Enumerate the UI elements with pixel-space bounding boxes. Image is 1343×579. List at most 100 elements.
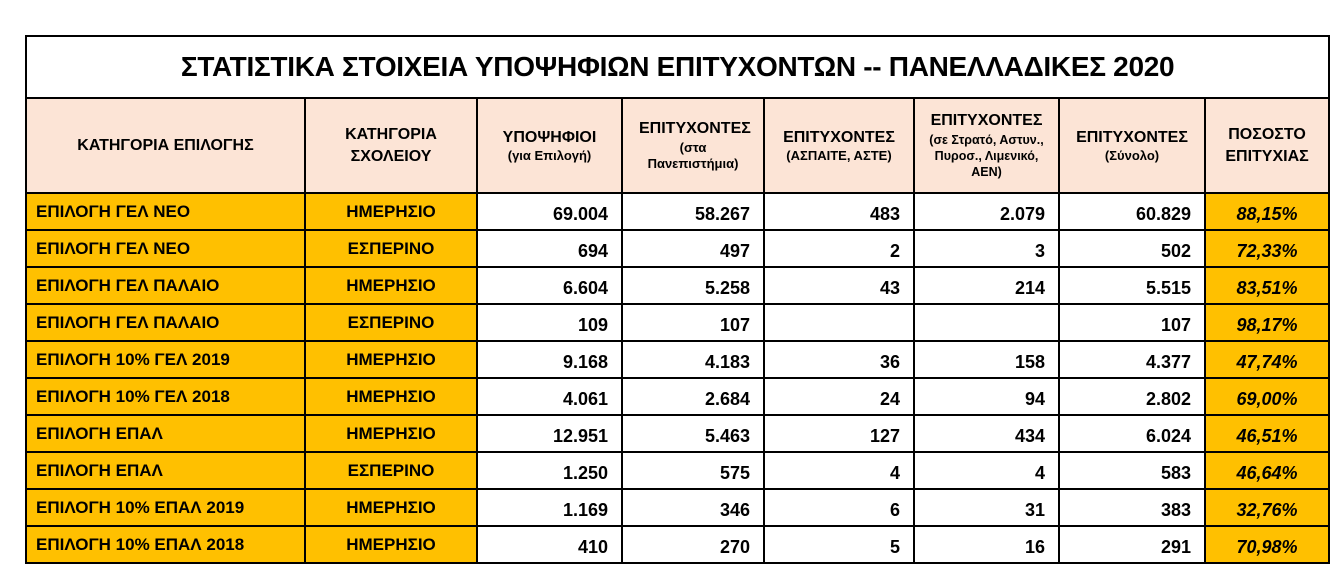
category-cell: ΕΠΙΛΟΓΗ ΓΕΛ ΠΑΛΑΙΟ	[25, 266, 306, 305]
passed-military-cell: 434	[913, 414, 1060, 453]
school-cell: ΗΜΕΡΗΣΙΟ	[304, 414, 478, 453]
passed-total-cell: 6.024	[1058, 414, 1206, 453]
candidates-cell: 12.951	[476, 414, 623, 453]
passed-total-cell: 107	[1058, 303, 1206, 342]
col-header-label: ΚΑΤΗΓΟΡΙΑ ΕΠΙΛΟΓΗΣ	[77, 136, 254, 154]
candidates-cell: 6.604	[476, 266, 623, 305]
title-row: ΣΤΑΤΙΣΤΙΚΑ ΣΤΟΙΧΕΙΑ ΥΠΟΨΗΦΙΩΝ ΕΠΙΤΥΧΟΝΤΩ…	[24, 35, 1331, 99]
col-header-label: ΕΠΙΤΥΧΟΝΤΕΣ	[930, 112, 1043, 130]
passed-military-cell: 94	[913, 377, 1060, 416]
school-cell: ΗΜΕΡΗΣΙΟ	[304, 266, 478, 305]
candidates-cell: 69.004	[476, 192, 623, 231]
candidates-cell: 694	[476, 229, 623, 268]
success-rate-cell: 70,98%	[1203, 525, 1331, 564]
col-header-success-rate: ΠΟΣΟΣΤΟ ΕΠΙΤΥΧΙΑΣ	[1203, 97, 1331, 194]
school-cell: ΕΣΠΕΡΙΝΟ	[304, 303, 478, 342]
table-row: ΕΠΙΛΟΓΗ ΕΠΑΛ ΕΣΠΕΡΙΝΟ 1.250 575 4 4 583 …	[25, 451, 1331, 490]
col-header-label: ΕΠΙΤΥΧΟΝΤΕΣ	[639, 120, 751, 138]
passed-military-cell: 4	[913, 451, 1060, 490]
table-row: ΕΠΙΛΟΓΗ ΕΠΑΛ ΗΜΕΡΗΣΙΟ 12.951 5.463 127 4…	[25, 414, 1331, 453]
passed-total-cell: 383	[1058, 488, 1206, 527]
success-rate-cell: 47,74%	[1203, 340, 1331, 379]
table-row: ΕΠΙΛΟΓΗ ΓΕΛ ΠΑΛΑΙΟ ΗΜΕΡΗΣΙΟ 6.604 5.258 …	[25, 266, 1331, 305]
passed-aspaite-cell: 36	[763, 340, 915, 379]
school-cell: ΗΜΕΡΗΣΙΟ	[304, 488, 478, 527]
table-row: ΕΠΙΛΟΓΗ 10% ΕΠΑΛ 2019 ΗΜΕΡΗΣΙΟ 1.169 346…	[25, 488, 1331, 527]
category-cell: ΕΠΙΛΟΓΗ 10% ΓΕΛ 2018	[25, 377, 306, 416]
passed-universities-cell: 58.267	[621, 192, 765, 231]
passed-universities-cell: 497	[621, 229, 765, 268]
table-row: ΕΠΙΛΟΓΗ ΓΕΛ ΝΕΟ ΗΜΕΡΗΣΙΟ 69.004 58.267 4…	[25, 192, 1331, 231]
statistics-table-container: ΣΤΑΤΙΣΤΙΚΑ ΣΤΟΙΧΕΙΑ ΥΠΟΨΗΦΙΩΝ ΕΠΙΤΥΧΟΝΤΩ…	[24, 35, 1331, 564]
table-row: ΕΠΙΛΟΓΗ 10% ΓΕΛ 2018 ΗΜΕΡΗΣΙΟ 4.061 2.68…	[25, 377, 1331, 416]
col-header-label: ΠΟΣΟΣΤΟ ΕΠΙΤΥΧΙΑΣ	[1225, 125, 1309, 165]
passed-aspaite-cell: 5	[763, 525, 915, 564]
candidates-cell: 4.061	[476, 377, 623, 416]
passed-aspaite-cell	[763, 303, 915, 342]
success-rate-cell: 88,15%	[1203, 192, 1331, 231]
table-row: ΕΠΙΛΟΓΗ 10% ΕΠΑΛ 2018 ΗΜΕΡΗΣΙΟ 410 270 5…	[25, 525, 1331, 564]
passed-aspaite-cell: 43	[763, 266, 915, 305]
school-cell: ΗΜΕΡΗΣΙΟ	[304, 525, 478, 564]
school-cell: ΗΜΕΡΗΣΙΟ	[304, 340, 478, 379]
passed-military-cell: 3	[913, 229, 1060, 268]
col-header-sublabel: (ΑΣΠΑΙΤΕ, ΑΣΤΕ)	[786, 148, 892, 164]
passed-military-cell: 31	[913, 488, 1060, 527]
success-rate-cell: 46,51%	[1203, 414, 1331, 453]
category-cell: ΕΠΙΛΟΓΗ ΓΕΛ ΝΕΟ	[25, 192, 306, 231]
candidates-cell: 9.168	[476, 340, 623, 379]
passed-military-cell: 214	[913, 266, 1060, 305]
school-cell: ΕΣΠΕΡΙΝΟ	[304, 451, 478, 490]
passed-total-cell: 4.377	[1058, 340, 1206, 379]
category-cell: ΕΠΙΛΟΓΗ ΕΠΑΛ	[25, 451, 306, 490]
passed-military-cell	[913, 303, 1060, 342]
passed-universities-cell: 270	[621, 525, 765, 564]
table-row: ΕΠΙΛΟΓΗ ΓΕΛ ΝΕΟ ΕΣΠΕΡΙΝΟ 694 497 2 3 502…	[25, 229, 1331, 268]
success-rate-cell: 98,17%	[1203, 303, 1331, 342]
category-cell: ΕΠΙΛΟΓΗ ΓΕΛ ΠΑΛΑΙΟ	[25, 303, 306, 342]
category-cell: ΕΠΙΛΟΓΗ ΓΕΛ ΝΕΟ	[25, 229, 306, 268]
success-rate-cell: 32,76%	[1203, 488, 1331, 527]
col-header-passed-aspaite-aste: ΕΠΙΤΥΧΟΝΤΕΣ (ΑΣΠΑΙΤΕ, ΑΣΤΕ)	[763, 97, 915, 194]
category-cell: ΕΠΙΛΟΓΗ 10% ΕΠΑΛ 2018	[25, 525, 306, 564]
category-cell: ΕΠΙΛΟΓΗ 10% ΓΕΛ 2019	[25, 340, 306, 379]
col-header-label: ΕΠΙΤΥΧΟΝΤΕΣ	[783, 128, 895, 146]
school-cell: ΕΣΠΕΡΙΝΟ	[304, 229, 478, 268]
success-rate-cell: 72,33%	[1203, 229, 1331, 268]
school-cell: ΗΜΕΡΗΣΙΟ	[304, 377, 478, 416]
passed-total-cell: 2.802	[1058, 377, 1206, 416]
table-row: ΕΠΙΛΟΓΗ 10% ΓΕΛ 2019 ΗΜΕΡΗΣΙΟ 9.168 4.18…	[25, 340, 1331, 379]
statistics-table: ΣΤΑΤΙΣΤΙΚΑ ΣΤΟΙΧΕΙΑ ΥΠΟΨΗΦΙΩΝ ΕΠΙΤΥΧΟΝΤΩ…	[24, 35, 1331, 564]
passed-total-cell: 502	[1058, 229, 1206, 268]
table-body: ΕΠΙΛΟΓΗ ΓΕΛ ΝΕΟ ΗΜΕΡΗΣΙΟ 69.004 58.267 4…	[25, 192, 1331, 564]
passed-universities-cell: 5.258	[621, 266, 765, 305]
passed-aspaite-cell: 6	[763, 488, 915, 527]
passed-military-cell: 158	[913, 340, 1060, 379]
school-cell: ΗΜΕΡΗΣΙΟ	[304, 192, 478, 231]
success-rate-cell: 83,51%	[1203, 266, 1331, 305]
col-header-category-selection: ΚΑΤΗΓΟΡΙΑ ΕΠΙΛΟΓΗΣ	[25, 97, 306, 194]
passed-total-cell: 583	[1058, 451, 1206, 490]
passed-universities-cell: 5.463	[621, 414, 765, 453]
passed-universities-cell: 575	[621, 451, 765, 490]
passed-aspaite-cell: 483	[763, 192, 915, 231]
passed-universities-cell: 2.684	[621, 377, 765, 416]
passed-aspaite-cell: 2	[763, 229, 915, 268]
col-header-label: ΚΑΤΗΓΟΡΙΑ ΣΧΟΛΕΙΟΥ	[345, 125, 437, 165]
header-row: ΚΑΤΗΓΟΡΙΑ ΕΠΙΛΟΓΗΣ ΚΑΤΗΓΟΡΙΑ ΣΧΟΛΕΙΟΥ ΥΠ…	[25, 97, 1331, 194]
col-header-passed-total: ΕΠΙΤΥΧΟΝΤΕΣ (Σύνολο)	[1058, 97, 1206, 194]
candidates-cell: 109	[476, 303, 623, 342]
success-rate-cell: 69,00%	[1203, 377, 1331, 416]
passed-universities-cell: 107	[621, 303, 765, 342]
passed-aspaite-cell: 4	[763, 451, 915, 490]
passed-total-cell: 5.515	[1058, 266, 1206, 305]
passed-universities-cell: 346	[621, 488, 765, 527]
success-rate-cell: 46,64%	[1203, 451, 1331, 490]
col-header-sublabel: (σε Στρατό, Αστυν., Πυροσ., Λιμενικό, ΑΕ…	[929, 132, 1044, 180]
col-header-sublabel: (στα Πανεπιστήμια)	[647, 140, 739, 172]
col-header-sublabel: (για Επιλογή)	[507, 148, 592, 164]
col-header-label: ΥΠΟΨΗΦΙΟΙ	[502, 128, 597, 146]
col-header-school-category: ΚΑΤΗΓΟΡΙΑ ΣΧΟΛΕΙΟΥ	[304, 97, 478, 194]
col-header-sublabel: (Σύνολο)	[1104, 148, 1160, 164]
col-header-passed-military-police: ΕΠΙΤΥΧΟΝΤΕΣ (σε Στρατό, Αστυν., Πυροσ., …	[913, 97, 1060, 194]
